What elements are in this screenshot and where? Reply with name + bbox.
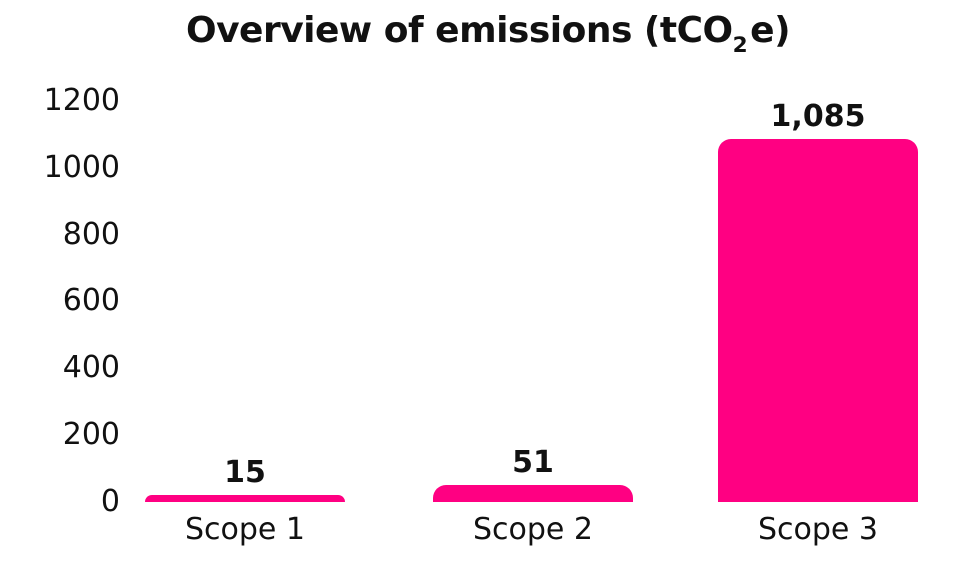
y-tick-label-0: 0 <box>100 484 120 519</box>
chart-title-suffix: e) <box>750 10 791 51</box>
y-tick-label-200: 200 <box>62 417 120 452</box>
bar-value-label-scope-3: 1,085 <box>770 99 866 135</box>
y-tick-label-800: 800 <box>62 217 120 252</box>
y-tick-label-400: 400 <box>62 350 120 385</box>
y-tick-label-600: 600 <box>62 283 120 318</box>
y-tick-label-1200: 1200 <box>43 83 120 118</box>
bar-scope-1 <box>145 495 345 502</box>
chart-title-subscript: 2 <box>732 33 748 59</box>
chart-title-text: Overview of emissions (tCO <box>185 10 733 51</box>
y-tick-label-1000: 1000 <box>43 150 120 185</box>
bar-scope-3 <box>718 139 918 502</box>
bar-value-label-scope-1: 15 <box>224 455 266 490</box>
x-axis-label-scope-3: Scope 3 <box>757 512 878 547</box>
bar-scope-2 <box>433 485 633 502</box>
chart-title: Overview of emissions (tCO2e) <box>0 10 976 59</box>
x-axis-label-scope-1: Scope 1 <box>184 512 305 547</box>
x-axis-label-scope-2: Scope 2 <box>472 512 593 547</box>
bar-value-label-scope-2: 51 <box>512 445 554 480</box>
